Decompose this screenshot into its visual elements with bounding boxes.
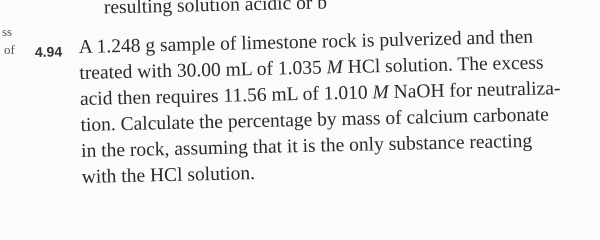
text: treated with 30.00 mL of 1.035 <box>79 57 327 85</box>
page: {"header": {"partial_line": "resulting s… <box>2 0 561 189</box>
text-block: resulting solution acidic or b 4.94 A 1.… <box>34 0 561 189</box>
margin-fragment: of <box>4 42 15 57</box>
partial-line: resulting solution acidic or b <box>103 0 328 19</box>
problem-line: in the rock, assuming that it is the onl… <box>81 131 532 163</box>
problem-line: with the HCl solution. <box>82 163 256 189</box>
text: HCl solution. The excess <box>342 52 544 79</box>
photo-page: ss of resulting solution acidic or b 4.9… <box>2 0 561 189</box>
problem-number: 4.94 <box>34 43 63 61</box>
text: with the HCl solution. <box>81 163 256 188</box>
text: NaOH for neutraliza- <box>388 78 561 103</box>
text: M <box>372 81 390 104</box>
text: M <box>326 57 344 79</box>
margin-fragment: ss <box>2 24 13 39</box>
text: acid then requires 11.56 mL of 1.010 <box>79 82 373 110</box>
